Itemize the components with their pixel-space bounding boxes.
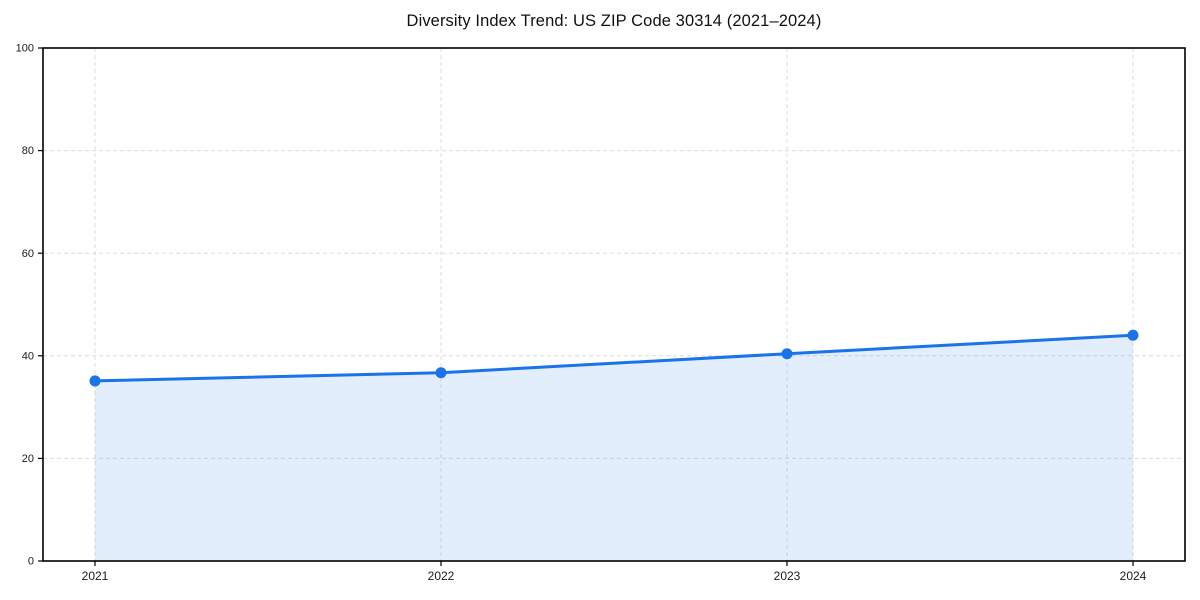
y-tick-label: 100 <box>16 43 34 55</box>
y-tick-label: 0 <box>28 556 34 568</box>
x-tick-label: 2024 <box>1120 569 1147 583</box>
trend-line <box>93 333 1135 383</box>
data-point <box>781 348 793 360</box>
y-tick-label: 40 <box>22 350 34 362</box>
y-tick-label: 60 <box>22 248 34 260</box>
x-tick-label: 2022 <box>428 569 455 583</box>
data-point <box>435 367 447 379</box>
area-fill <box>95 335 1133 561</box>
data-point <box>1127 329 1139 341</box>
y-tick-label: 80 <box>22 145 34 157</box>
y-tick-label: 20 <box>22 453 34 465</box>
x-tick-label: 2023 <box>774 569 801 583</box>
chart-title: Diversity Index Trend: US ZIP Code 30314… <box>406 12 822 30</box>
plot-border <box>42 47 1186 562</box>
data-point <box>89 375 101 387</box>
x-tick-label: 2021 <box>82 569 109 583</box>
